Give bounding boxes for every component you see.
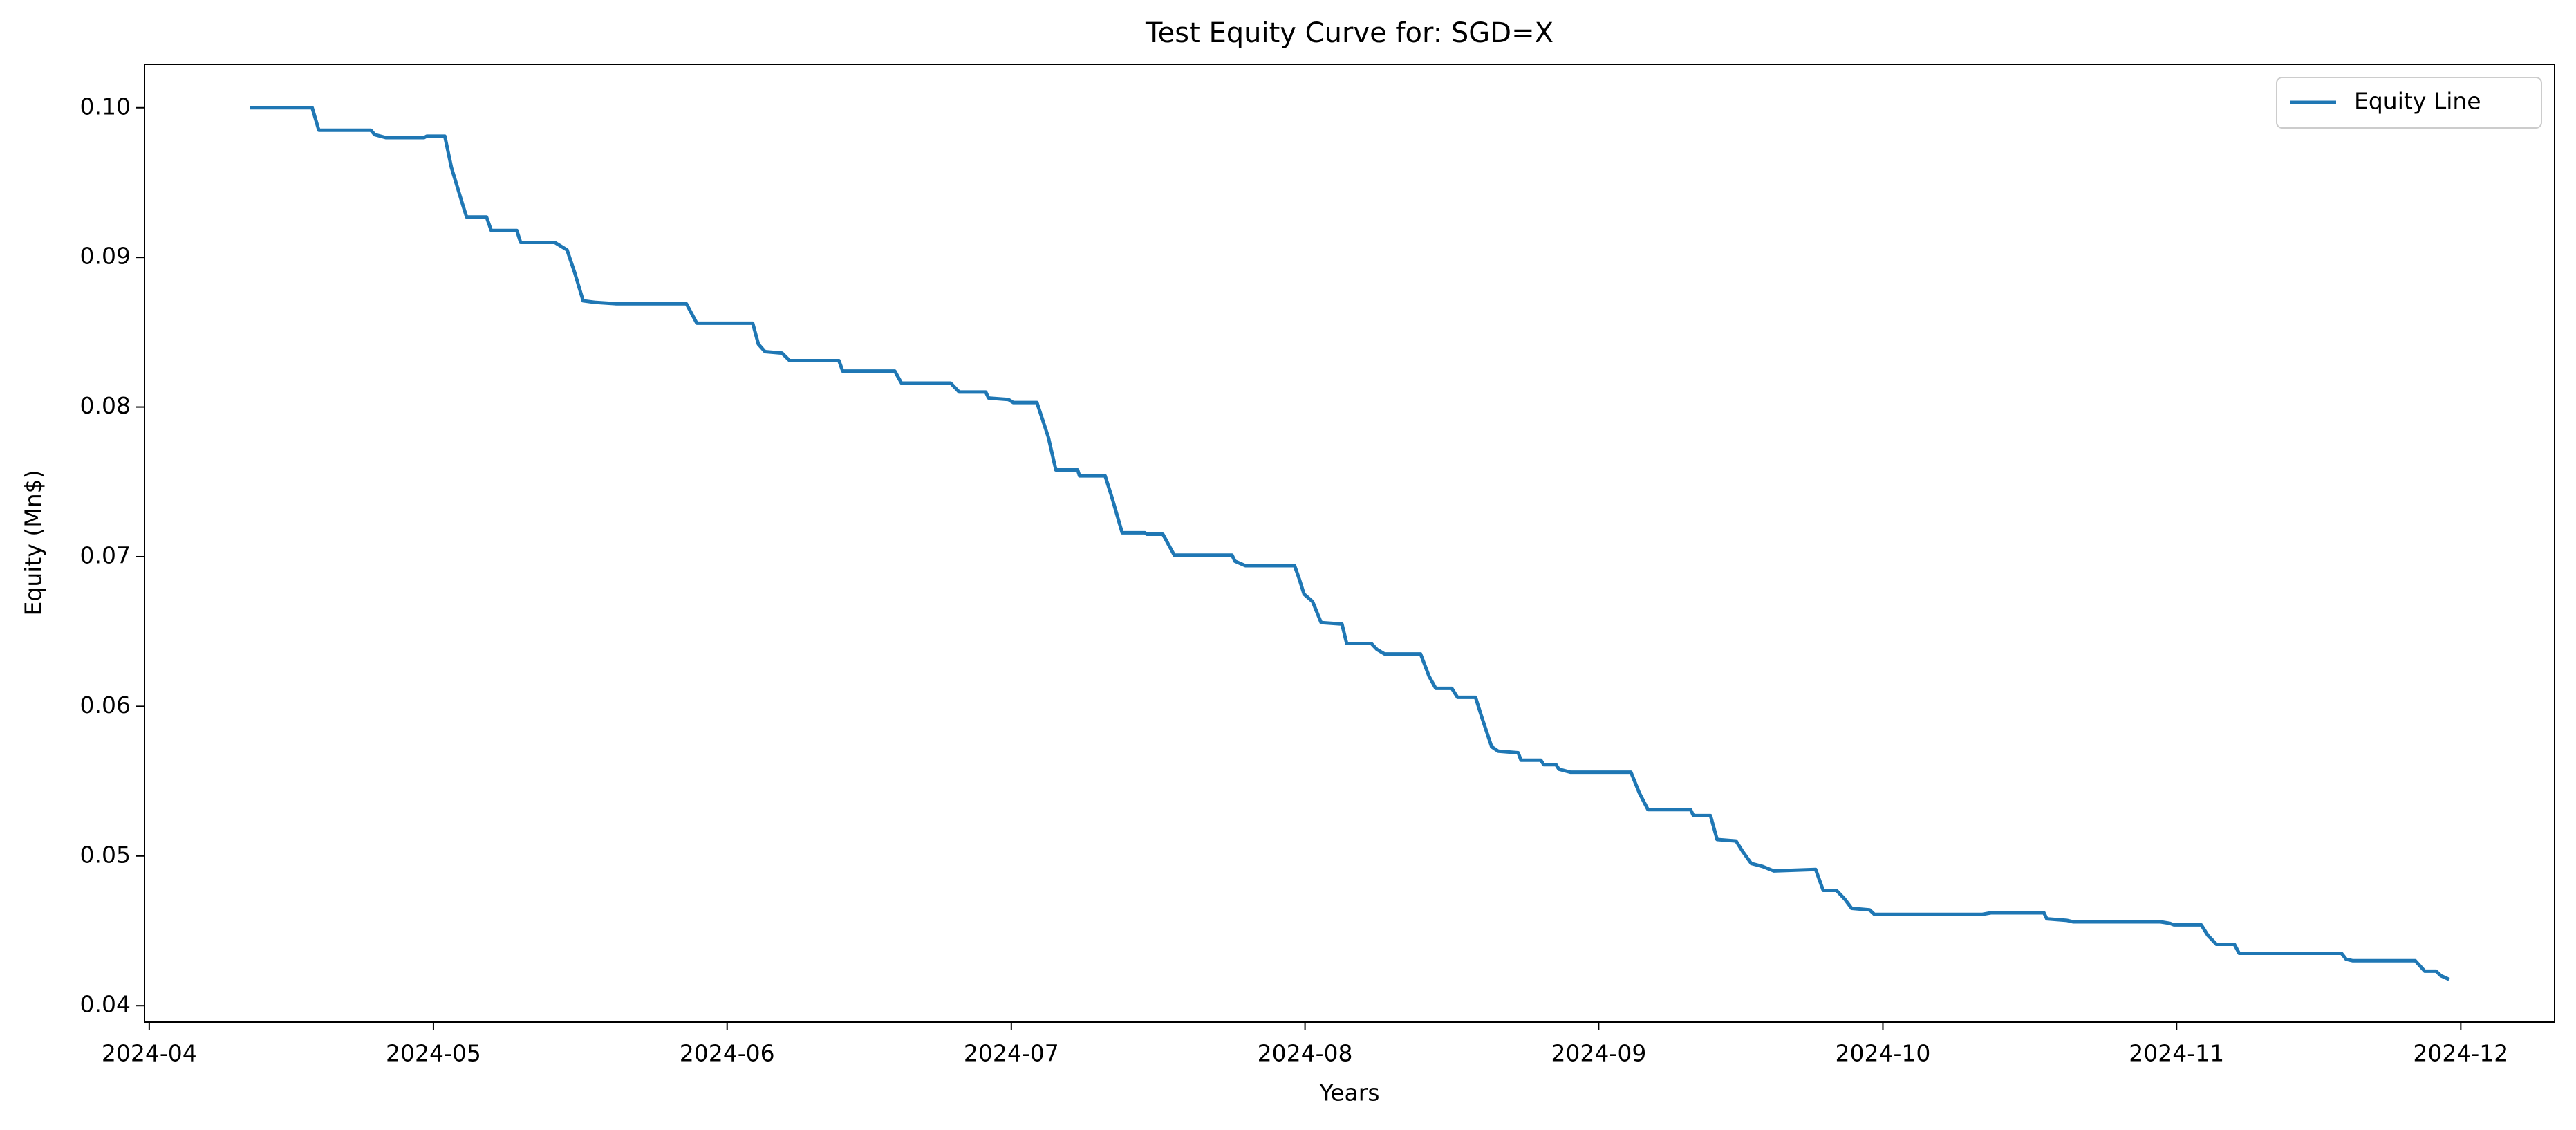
chart-title: Test Equity Curve for: SGD=X — [1145, 17, 1553, 49]
y-tick-label: 0.06 — [80, 692, 131, 719]
x-tick-label: 2024-04 — [102, 1040, 197, 1067]
y-tick-label: 0.04 — [80, 991, 131, 1018]
y-tick-label: 0.08 — [80, 392, 131, 419]
y-tick-label: 0.10 — [80, 93, 131, 120]
x-tick-label: 2024-09 — [1551, 1040, 1646, 1067]
plot-frame — [144, 64, 2555, 1023]
y-tick-label: 0.07 — [80, 541, 131, 568]
x-tick-label: 2024-06 — [680, 1040, 775, 1067]
x-tick-label: 2024-12 — [2413, 1040, 2508, 1067]
x-tick-label: 2024-05 — [386, 1040, 481, 1067]
x-axis-label: Years — [1318, 1080, 1379, 1106]
x-tick-label: 2024-07 — [964, 1040, 1059, 1067]
legend-label: Equity Line — [2354, 88, 2481, 115]
legend-box — [2276, 77, 2542, 129]
x-tick-label: 2024-10 — [1836, 1040, 1931, 1067]
y-tick-label: 0.05 — [80, 841, 131, 868]
x-tick-label: 2024-08 — [1258, 1040, 1353, 1067]
y-tick-label: 0.09 — [80, 243, 131, 270]
x-tick-label: 2024-11 — [2129, 1040, 2224, 1067]
equity-line — [250, 106, 2450, 981]
y-axis-label: Equity (Mn$) — [20, 470, 47, 616]
